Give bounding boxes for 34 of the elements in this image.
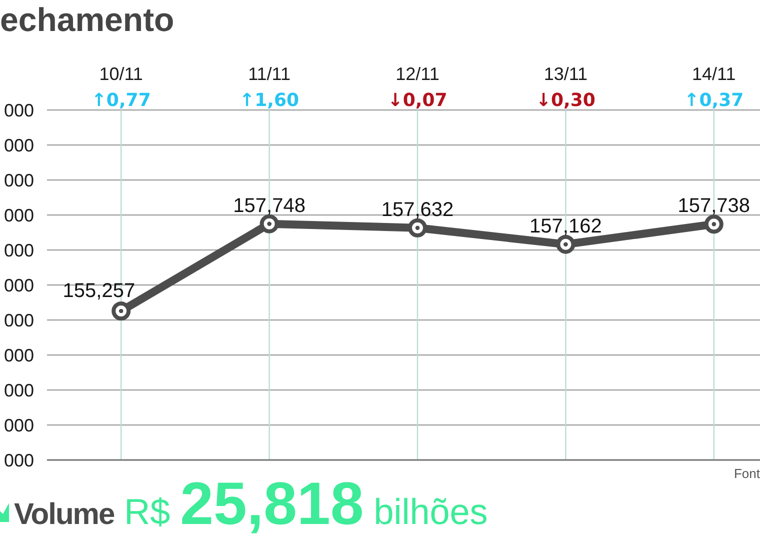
- annotation: ↑0,77: [91, 90, 151, 111]
- text: 000: [4, 275, 34, 296]
- text: 000: [4, 345, 34, 366]
- data-label: 157,748: [233, 194, 306, 217]
- point: [556, 234, 576, 254]
- x-tick-label: 13/11: [544, 64, 588, 84]
- text: 000: [4, 415, 34, 436]
- text: 000: [4, 240, 34, 260]
- text: Volume R$ 25,818 bilhões: [14, 470, 488, 537]
- data-label: 155,257: [62, 280, 136, 302]
- point: [408, 218, 427, 238]
- text: 000: [4, 450, 34, 470]
- text: 000: [4, 310, 34, 330]
- text: 000: [4, 380, 34, 400]
- x-tick-label: 14/11: [692, 64, 736, 84]
- data-label: 157,632: [381, 198, 454, 221]
- text: 000: [4, 100, 34, 120]
- x-tick-label: 11/11: [248, 64, 290, 84]
- annotation: ↓0,07: [388, 90, 448, 111]
- data-label: 157,162: [530, 215, 602, 238]
- text: 000: [4, 170, 34, 190]
- text: 000: [4, 205, 34, 226]
- text: Font: [734, 466, 760, 481]
- text: 000: [4, 135, 34, 156]
- x-tick-label: 12/11: [396, 64, 440, 84]
- point: [112, 302, 131, 321]
- chart-title: echamento: [0, 1, 174, 38]
- point: [704, 214, 724, 234]
- point: [260, 214, 279, 234]
- annotation: ↑0,37: [684, 90, 744, 111]
- x-tick-label: 10/11: [99, 64, 143, 84]
- annotation: ↓0,30: [536, 90, 596, 111]
- annotation: ↑1,60: [240, 90, 300, 111]
- data-label: 157,738: [678, 195, 750, 218]
